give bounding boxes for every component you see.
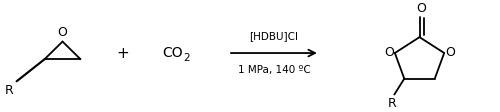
Text: +: + xyxy=(116,46,128,60)
Text: [HDBU]Cl: [HDBU]Cl xyxy=(250,32,298,42)
Text: O: O xyxy=(416,2,426,15)
Text: CO: CO xyxy=(162,46,183,60)
Text: R: R xyxy=(388,97,396,110)
Text: O: O xyxy=(384,46,394,59)
Text: 1 MPa, 140 ºC: 1 MPa, 140 ºC xyxy=(238,65,310,74)
Text: O: O xyxy=(58,26,68,39)
Text: 2: 2 xyxy=(184,53,190,63)
Text: R: R xyxy=(5,84,14,97)
Text: O: O xyxy=(445,46,455,59)
